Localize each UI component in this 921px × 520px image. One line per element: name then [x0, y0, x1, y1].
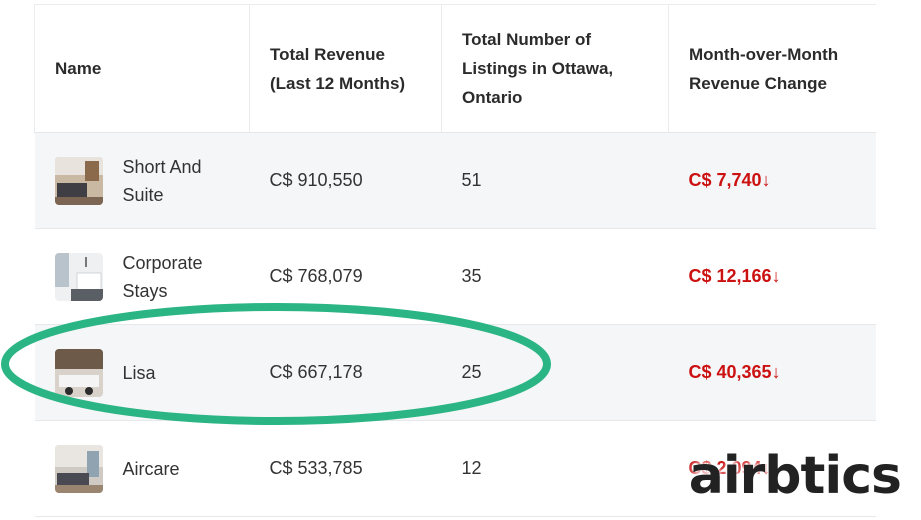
revenue-change-value: C$ 7,740 — [688, 170, 762, 190]
listings-cell: 25 — [441, 324, 669, 421]
header-name[interactable]: Name — [34, 4, 250, 133]
airbtics-logo: airbtics — [688, 446, 902, 506]
revenue-change-value: C$ 12,166 — [688, 266, 772, 286]
listings-cell: 12 — [441, 420, 669, 517]
arrow-down-icon: ↓ — [761, 170, 771, 190]
revenue-cell: C$ 667,178 — [249, 324, 442, 421]
host-avatar — [54, 348, 103, 397]
table-row[interactable]: Lisa C$ 667,178 25 C$ 40,365↓ — [34, 324, 876, 421]
arrow-down-icon: ↓ — [771, 266, 781, 286]
host-avatar — [54, 156, 103, 205]
change-cell: C$ 40,365↓ — [668, 324, 876, 421]
table-row[interactable]: Short And Suite C$ 910,550 51 C$ 7,740↓ — [34, 132, 876, 229]
host-cell: Corporate Stays — [54, 249, 234, 305]
revenue-cell: C$ 533,785 — [249, 420, 442, 517]
listings-cell: 51 — [441, 132, 669, 229]
table-row[interactable]: Aircare C$ 533,785 12 C$ 2,094↓ — [34, 420, 876, 517]
arrow-down-icon: ↓ — [771, 362, 781, 382]
host-name[interactable]: Corporate Stays — [122, 252, 203, 301]
change-cell: C$ 2,094↓ — [668, 420, 876, 517]
change-cell: C$ 7,740↓ — [668, 132, 876, 229]
change-cell: C$ 12,166↓ — [668, 228, 876, 325]
header-total-revenue[interactable]: Total Revenue (Last 12 Months) — [249, 4, 442, 133]
revenue-cell: C$ 768,079 — [249, 228, 442, 325]
host-name[interactable]: Short And Suite — [122, 156, 202, 205]
header-revenue-change[interactable]: Month-over-Month Revenue Change — [668, 4, 876, 133]
revenue-change-value: C$ 40,365 — [688, 362, 772, 382]
host-avatar — [54, 252, 103, 301]
host-avatar — [54, 444, 103, 493]
revenue-change-value: C$ 2,094 — [688, 458, 762, 478]
host-name[interactable]: Aircare — [122, 458, 180, 479]
table-header-row: Name Total Revenue (Last 12 Months) Tota… — [34, 4, 876, 133]
top-hosts-table: Name Total Revenue (Last 12 Months) Tota… — [34, 4, 876, 517]
revenue-cell: C$ 910,550 — [249, 132, 442, 229]
listings-cell: 35 — [441, 228, 669, 325]
host-cell: Short And Suite — [54, 153, 234, 209]
arrow-down-icon: ↓ — [761, 458, 771, 478]
host-cell: Aircare — [54, 444, 234, 493]
host-cell: Lisa — [54, 348, 234, 397]
table-row[interactable]: Corporate Stays C$ 768,079 35 C$ 12,166↓ — [34, 228, 876, 325]
host-name[interactable]: Lisa — [122, 362, 156, 383]
header-total-listings[interactable]: Total Number of Listings in Ottawa, Onta… — [441, 4, 669, 133]
